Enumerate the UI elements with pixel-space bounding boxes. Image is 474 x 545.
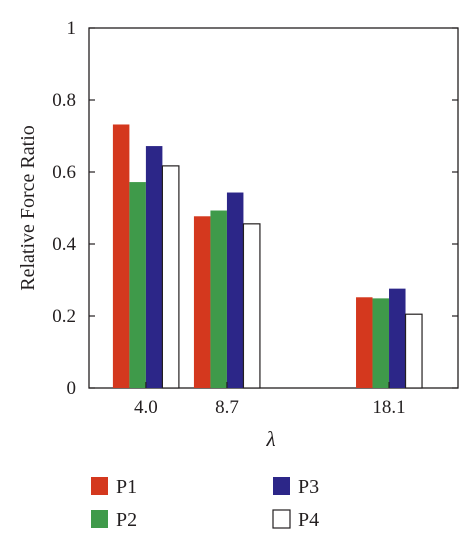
x-tick-label: 8.7 xyxy=(215,397,239,418)
bar-p1-8.7 xyxy=(193,216,211,388)
legend-label-p1: P1 xyxy=(116,476,137,498)
bar-p1-4.0 xyxy=(112,124,130,388)
y-tick-label: 0.2 xyxy=(52,306,76,327)
legend: P1 P2 P3 P4 xyxy=(91,476,319,531)
bar-p3-18.1 xyxy=(389,288,406,388)
bar-p1-18.1 xyxy=(356,297,373,388)
y-tick-label: 0 xyxy=(67,378,77,399)
bar-p2-4.0 xyxy=(129,182,146,388)
bar-p2-18.1 xyxy=(372,298,390,388)
x-tick-label: 18.1 xyxy=(372,397,405,418)
x-axis-label: λ xyxy=(265,427,275,451)
legend-swatch-p1 xyxy=(91,477,108,495)
legend-label-p3: P3 xyxy=(298,476,319,498)
legend-swatch-p3 xyxy=(273,477,290,495)
legend-label-p2: P2 xyxy=(116,509,137,531)
y-tick-label: 0.6 xyxy=(52,162,76,183)
legend-label-p4: P4 xyxy=(298,509,319,531)
y-axis-label: Relative Force Ratio xyxy=(17,125,39,291)
y-ticks-group: 0 0.2 0.4 0.6 0.8 1 xyxy=(52,18,458,399)
y-tick-label: 0.4 xyxy=(52,234,76,255)
y-tick-label: 0.8 xyxy=(52,90,76,111)
bar-p4-18.1 xyxy=(404,313,423,389)
x-tick-label: 4.0 xyxy=(134,397,158,418)
x-ticks-group: 4.0 8.7 18.1 xyxy=(134,382,406,418)
bar-p3-4.0 xyxy=(145,146,163,388)
plot-frame xyxy=(88,27,459,389)
legend-swatch-p4 xyxy=(272,509,291,529)
bars-group xyxy=(112,124,423,389)
bar-p2-8.7 xyxy=(210,210,227,388)
legend-swatch-p2 xyxy=(91,510,108,528)
bar-p3-8.7 xyxy=(226,192,244,388)
y-tick-label: 1 xyxy=(67,18,77,39)
bar-p4-8.7 xyxy=(242,223,261,389)
bar-p4-4.0 xyxy=(161,165,180,389)
